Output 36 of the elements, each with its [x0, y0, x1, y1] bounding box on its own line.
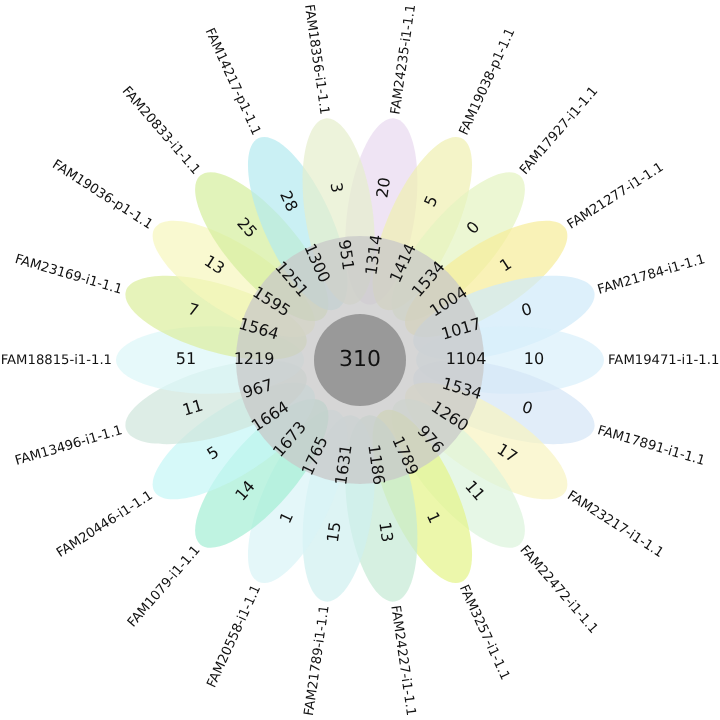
data-label: 0 — [519, 397, 535, 419]
data-label: 10 — [523, 350, 545, 368]
data-label: 20 — [373, 176, 395, 199]
data-label: 1186 — [364, 443, 388, 487]
data-label: 1564 — [236, 314, 281, 344]
data-label: 0 — [463, 218, 484, 238]
data-label: 1 — [496, 254, 515, 276]
data-label: 7 — [185, 299, 201, 321]
data-label: 51 — [175, 350, 197, 368]
data-label: 3 — [326, 181, 346, 194]
data-label: 13 — [200, 252, 228, 279]
data-label: 5 — [421, 192, 442, 210]
data-label: 967 — [240, 375, 276, 402]
data-label: 17 — [493, 440, 521, 467]
data-label: 13 — [375, 520, 397, 544]
data-label: 1104 — [445, 350, 487, 368]
data-label: 11 — [180, 396, 206, 420]
data-label: 0 — [519, 299, 535, 321]
data-label: 28 — [276, 188, 302, 215]
data-label: 1 — [422, 509, 444, 527]
data-label: 1 — [276, 509, 298, 527]
data-label: 1017 — [439, 314, 484, 344]
data-label: 1631 — [332, 443, 356, 487]
data-label: 1534 — [439, 374, 485, 404]
data-label: 1219 — [233, 350, 275, 368]
data-label: 951 — [334, 238, 357, 272]
data-label: 5 — [203, 442, 223, 464]
data-label: 1300 — [300, 240, 334, 286]
data-label: 1314 — [362, 233, 386, 277]
data-label: 1414 — [386, 240, 420, 286]
data-label: 14 — [231, 477, 259, 505]
text: 310 — [339, 346, 381, 372]
data-label: 11 — [461, 477, 489, 505]
data-label: 15 — [323, 520, 345, 544]
data-label: 25 — [233, 214, 261, 242]
data-label: 1765 — [298, 433, 332, 479]
